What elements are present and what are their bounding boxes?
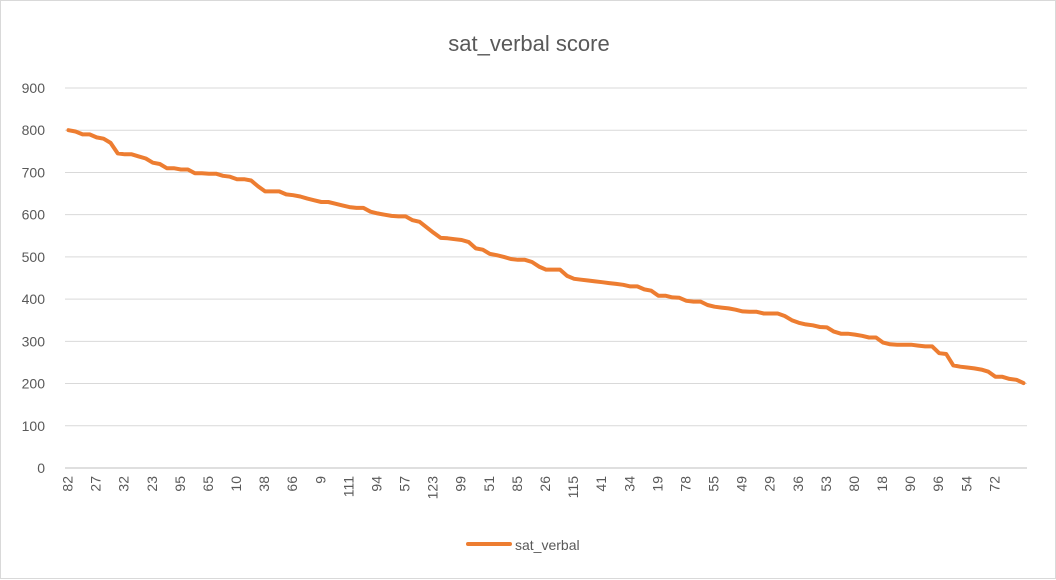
y-tick-label: 200 bbox=[22, 376, 46, 392]
gridlines bbox=[65, 87, 1027, 469]
chart-title: sat_verbal score bbox=[448, 31, 609, 56]
x-tick-label: 99 bbox=[453, 476, 469, 492]
y-tick-label: 400 bbox=[22, 291, 46, 307]
x-tick-label: 34 bbox=[621, 476, 637, 492]
x-tick-label: 66 bbox=[284, 476, 300, 492]
x-tick-label: 9 bbox=[312, 476, 328, 484]
y-tick-label: 600 bbox=[22, 207, 46, 223]
x-tick-label: 36 bbox=[790, 476, 806, 492]
x-tick-label: 57 bbox=[397, 476, 413, 492]
x-tick-label: 54 bbox=[958, 476, 974, 492]
x-tick-label: 82 bbox=[60, 476, 76, 492]
x-axis-ticks: 82 27 32 23 95 65 10 38 66 9 111 94 57 123 99 51 85 26 115… bbox=[60, 476, 1003, 500]
x-tick-label: 27 bbox=[88, 476, 104, 492]
x-tick-label: 94 bbox=[368, 476, 384, 492]
y-tick-label: 900 bbox=[22, 80, 46, 96]
x-tick-label: 123 bbox=[425, 476, 441, 500]
legend: sat_verbal bbox=[466, 537, 580, 553]
x-tick-label: 49 bbox=[734, 476, 750, 492]
x-tick-label: 96 bbox=[930, 476, 946, 492]
y-tick-label: 0 bbox=[37, 460, 45, 476]
x-tick-label: 90 bbox=[902, 476, 918, 492]
series-layer bbox=[66, 128, 1026, 386]
x-tick-label: 85 bbox=[509, 476, 525, 492]
y-tick-label: 300 bbox=[22, 333, 46, 349]
x-tick-label: 10 bbox=[228, 476, 244, 492]
y-tick-label: 700 bbox=[22, 164, 46, 180]
x-tick-label: 32 bbox=[116, 476, 132, 492]
x-tick-label: 72 bbox=[986, 476, 1002, 492]
x-tick-label: 95 bbox=[172, 476, 188, 492]
x-tick-label: 26 bbox=[537, 476, 553, 492]
x-tick-label: 53 bbox=[818, 476, 834, 492]
series-line-sat-verbal bbox=[66, 128, 1026, 386]
x-tick-label: 41 bbox=[593, 476, 609, 492]
x-tick-label: 55 bbox=[706, 476, 722, 492]
x-tick-label: 18 bbox=[874, 476, 890, 492]
x-tick-label: 19 bbox=[649, 476, 665, 492]
x-tick-label: 38 bbox=[256, 476, 272, 492]
x-tick-label: 78 bbox=[677, 476, 693, 492]
legend-label-sat-verbal: sat_verbal bbox=[515, 537, 580, 553]
y-tick-label: 800 bbox=[22, 122, 46, 138]
x-tick-label: 23 bbox=[144, 476, 160, 492]
x-tick-label: 65 bbox=[200, 476, 216, 492]
x-tick-label: 51 bbox=[481, 476, 497, 492]
y-tick-label: 500 bbox=[22, 249, 46, 265]
x-tick-label: 115 bbox=[565, 476, 581, 499]
x-tick-label: 111 bbox=[340, 476, 356, 497]
y-axis-ticks: 0 100 200 300 400 500 600 700 800 900 bbox=[22, 80, 46, 476]
x-tick-label: 29 bbox=[762, 476, 778, 492]
x-tick-label: 80 bbox=[846, 476, 862, 492]
y-tick-label: 100 bbox=[22, 418, 46, 434]
